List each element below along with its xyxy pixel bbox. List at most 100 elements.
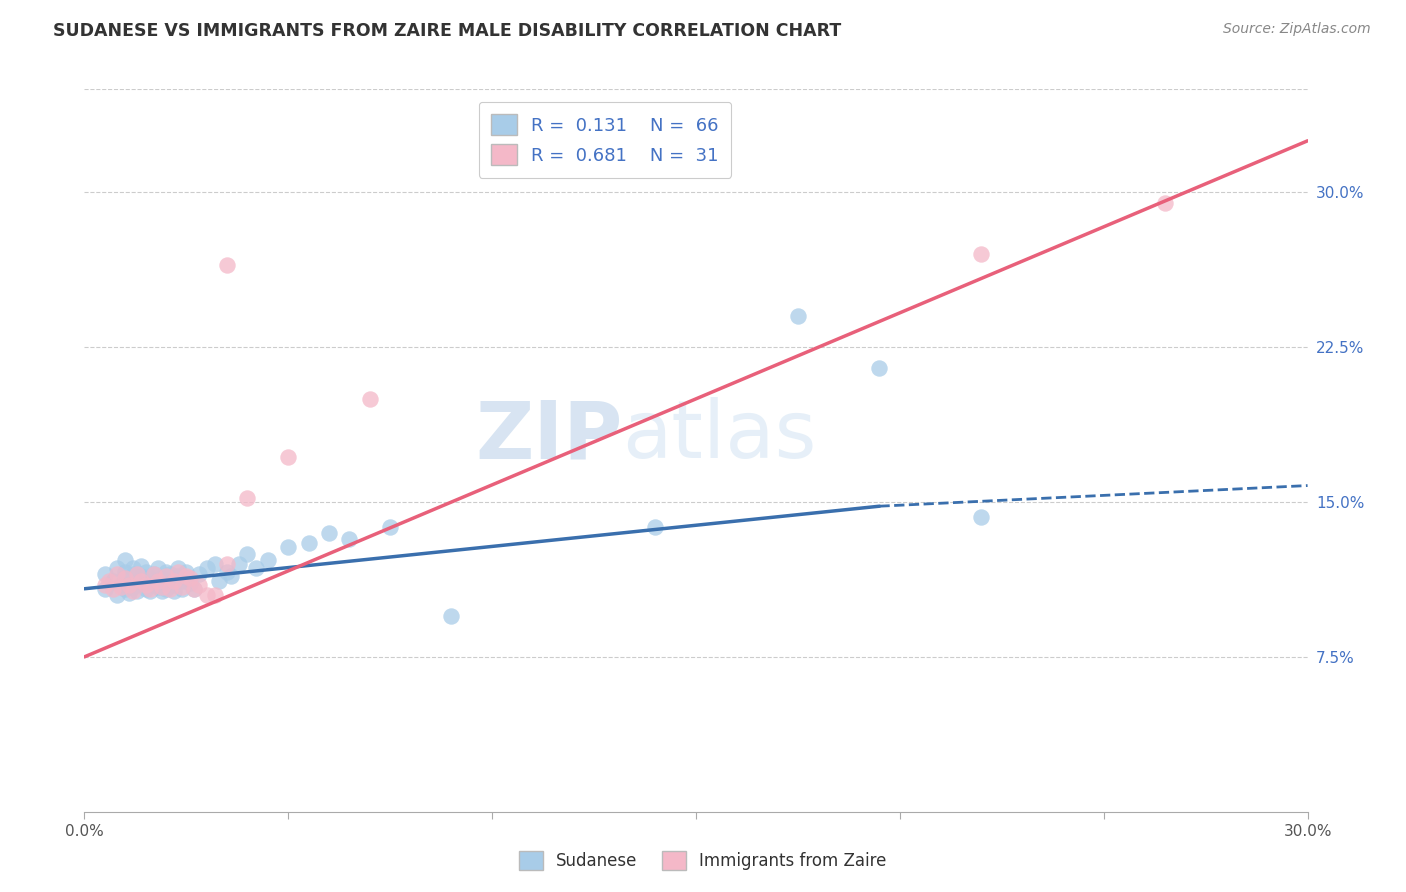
Point	[131, 574, 153, 588]
Point	[179, 571, 201, 585]
Point	[217, 258, 239, 272]
Point	[217, 566, 239, 580]
Text: SUDANESE VS IMMIGRANTS FROM ZAIRE MALE DISABILITY CORRELATION CHART: SUDANESE VS IMMIGRANTS FROM ZAIRE MALE D…	[53, 22, 842, 40]
Point	[159, 571, 181, 585]
Point	[245, 561, 267, 575]
Point	[236, 547, 259, 561]
Point	[187, 577, 209, 591]
Point	[150, 583, 173, 598]
Point	[298, 536, 321, 550]
Point	[204, 588, 226, 602]
Point	[217, 557, 239, 571]
Point	[163, 574, 186, 588]
Point	[172, 574, 194, 588]
Point	[179, 575, 201, 590]
Point	[155, 569, 177, 583]
Point	[114, 571, 136, 585]
Point	[970, 247, 993, 261]
Point	[236, 491, 259, 505]
Point	[135, 566, 157, 580]
Point	[380, 520, 402, 534]
Point	[183, 582, 205, 596]
Point	[122, 583, 145, 598]
Legend: Sudanese, Immigrants from Zaire: Sudanese, Immigrants from Zaire	[513, 844, 893, 877]
Point	[172, 582, 194, 596]
Point	[159, 582, 181, 596]
Point	[183, 582, 205, 596]
Point	[105, 588, 128, 602]
Point	[150, 571, 173, 585]
Point	[118, 586, 141, 600]
Point	[155, 575, 177, 590]
Point	[195, 561, 218, 575]
Point	[167, 569, 190, 583]
Point	[1154, 195, 1177, 210]
Point	[97, 574, 120, 588]
Point	[174, 571, 197, 585]
Point	[174, 569, 197, 583]
Point	[970, 509, 993, 524]
Point	[644, 520, 666, 534]
Point	[131, 569, 153, 583]
Point	[142, 567, 165, 582]
Point	[318, 526, 340, 541]
Point	[208, 574, 231, 588]
Point	[167, 561, 190, 575]
Point	[146, 580, 169, 594]
Point	[163, 577, 186, 591]
Point	[101, 574, 124, 588]
Point	[138, 583, 160, 598]
Point	[118, 577, 141, 591]
Point	[122, 567, 145, 582]
Point	[110, 580, 132, 594]
Point	[277, 541, 299, 555]
Point	[114, 582, 136, 596]
Point	[163, 583, 186, 598]
Point	[101, 582, 124, 596]
Point	[138, 571, 160, 585]
Point	[138, 582, 160, 596]
Point	[228, 557, 250, 571]
Point	[105, 567, 128, 582]
Point	[114, 566, 136, 580]
Point	[174, 566, 197, 580]
Point	[131, 559, 153, 574]
Point	[159, 567, 181, 582]
Text: ZIP: ZIP	[475, 397, 623, 475]
Point	[150, 580, 173, 594]
Point	[127, 583, 149, 598]
Point	[110, 577, 132, 591]
Point	[359, 392, 381, 406]
Point	[114, 571, 136, 585]
Point	[219, 569, 242, 583]
Legend: R =  0.131    N =  66, R =  0.681    N =  31: R = 0.131 N = 66, R = 0.681 N = 31	[478, 102, 731, 178]
Point	[105, 561, 128, 575]
Point	[93, 582, 115, 596]
Point	[187, 567, 209, 582]
Point	[122, 561, 145, 575]
Point	[135, 575, 157, 590]
Point	[135, 582, 157, 596]
Point	[93, 577, 115, 591]
Point	[787, 310, 810, 324]
Point	[277, 450, 299, 464]
Point	[118, 577, 141, 591]
Point	[142, 567, 165, 582]
Point	[155, 582, 177, 596]
Point	[146, 574, 169, 588]
Point	[114, 553, 136, 567]
Point	[142, 577, 165, 591]
Point	[122, 580, 145, 594]
Point	[127, 567, 149, 582]
Point	[155, 566, 177, 580]
Point	[146, 574, 169, 588]
Point	[135, 577, 157, 591]
Point	[204, 557, 226, 571]
Point	[869, 360, 891, 375]
Point	[195, 588, 218, 602]
Point	[172, 580, 194, 594]
Point	[93, 567, 115, 582]
Point	[127, 574, 149, 588]
Point	[440, 608, 463, 623]
Point	[339, 533, 361, 547]
